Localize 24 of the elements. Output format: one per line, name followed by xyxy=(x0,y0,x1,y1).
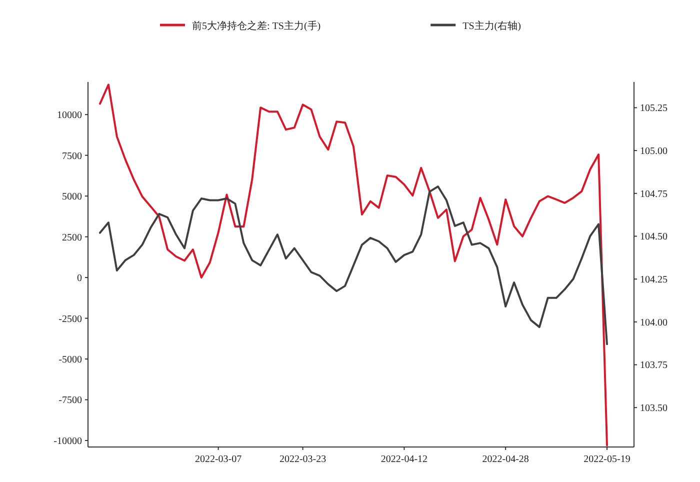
y-tick-label: 5000 xyxy=(62,192,82,203)
y2-tick-label: 104.00 xyxy=(640,317,668,328)
y-tick-label: -2500 xyxy=(58,314,82,325)
y2-tick-label: 103.50 xyxy=(640,403,668,414)
x-tick-label: 2022-03-07 xyxy=(194,454,242,465)
y-tick-label: 10000 xyxy=(57,110,82,122)
y2-tick-label: 103.75 xyxy=(640,360,668,372)
legend-label: TS主力(右轴) xyxy=(462,20,521,32)
y-tick-label: -10000 xyxy=(54,436,82,447)
y2-tick-label: 105.25 xyxy=(640,103,668,114)
y-tick-label: -5000 xyxy=(58,354,82,366)
x-tick-label: 2022-05-19 xyxy=(584,454,630,465)
x-tick-label: 2022-04-28 xyxy=(482,454,529,465)
y2-tick-label: 104.25 xyxy=(640,274,668,286)
y-tick-label: 7500 xyxy=(62,150,82,162)
legend-label: 前5大净持仓之差: TS主力(手) xyxy=(192,20,321,32)
x-tick-label: 2022-03-23 xyxy=(279,454,326,465)
y-tick-label: -7500 xyxy=(58,395,82,406)
y-tick-label: 0 xyxy=(77,273,82,284)
y-tick-label: 2500 xyxy=(62,232,82,244)
x-tick-label: 2022-04-12 xyxy=(380,454,428,465)
y2-tick-label: 105.00 xyxy=(640,146,668,158)
y2-tick-label: 104.75 xyxy=(640,188,668,200)
y2-tick-label: 104.50 xyxy=(640,232,668,243)
